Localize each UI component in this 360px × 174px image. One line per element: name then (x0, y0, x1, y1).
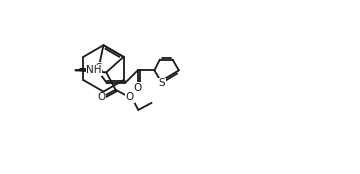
Text: S: S (158, 78, 165, 88)
Text: NH: NH (86, 65, 102, 75)
Text: O: O (97, 92, 105, 102)
Text: O: O (134, 83, 142, 93)
Text: S: S (95, 63, 102, 73)
Text: O: O (126, 92, 134, 102)
